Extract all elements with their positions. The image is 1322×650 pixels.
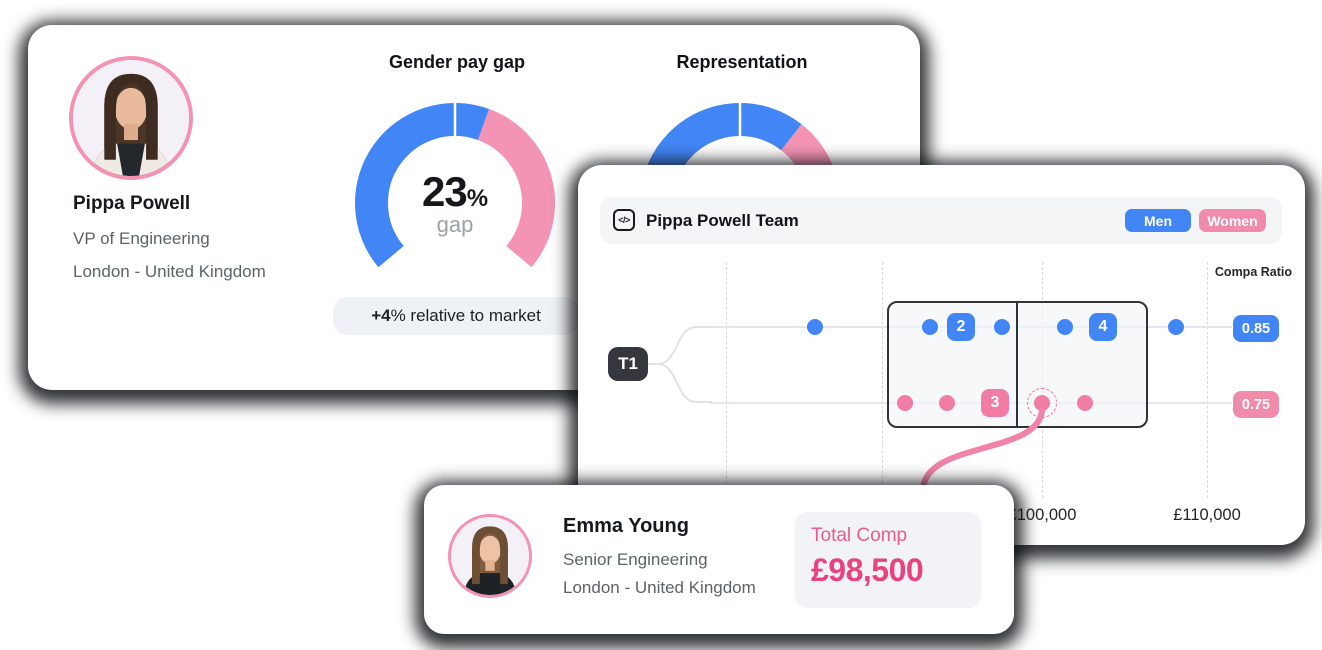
- team-card-header: </> Pippa Powell Team Men Women: [600, 197, 1282, 244]
- avatar: [448, 514, 532, 598]
- gauge-pay-gap-title: Gender pay gap: [388, 52, 526, 72]
- men-dot[interactable]: [1168, 319, 1184, 335]
- men-dot[interactable]: [1057, 319, 1073, 335]
- gauge-representation-title: Representation: [676, 52, 808, 72]
- tier-fork-connector: [648, 326, 712, 403]
- gridline-110k: [1207, 262, 1208, 498]
- pay-gap-value: 23: [421, 168, 468, 215]
- pay-gap-caption: gap: [436, 212, 474, 237]
- women-cluster-badge-3[interactable]: 3: [981, 389, 1009, 417]
- code-icon: </>: [613, 209, 635, 231]
- total-comp-value: £98,500: [811, 552, 924, 588]
- employee-name: Emma Young: [563, 515, 689, 537]
- avatar: [69, 56, 193, 180]
- gridline-80k: [726, 262, 727, 498]
- total-comp-box: Total Comp £98,500: [795, 512, 981, 608]
- market-badge-text: % relative to market: [390, 306, 541, 325]
- pay-gap-percent-sign: %: [466, 185, 489, 212]
- employee-tooltip-card: Emma Young Senior Engineering London - U…: [424, 485, 1014, 634]
- team-chart-card: </> Pippa Powell Team Men Women Compa Ra…: [578, 165, 1305, 545]
- gender-pay-gap-gauge: [355, 102, 555, 268]
- men-dot[interactable]: [807, 319, 823, 335]
- avatar-illustration: [73, 60, 189, 176]
- men-cluster-badge-2[interactable]: 2: [947, 313, 975, 341]
- x-tick-110k: £110,000: [1173, 506, 1241, 524]
- tier-badge[interactable]: T1: [608, 347, 648, 381]
- legend-women-button[interactable]: Women: [1199, 209, 1266, 232]
- market-badge-highlight: +4: [371, 306, 391, 325]
- legend-men-button[interactable]: Men: [1125, 209, 1191, 232]
- profile-location: London - United Kingdom: [73, 262, 266, 281]
- men-dot[interactable]: [922, 319, 938, 335]
- market-comparison-badge: +4% relative to market: [333, 297, 579, 335]
- avatar-illustration: [451, 517, 529, 595]
- women-dot[interactable]: [939, 395, 955, 411]
- compa-ratio-axis-label: Compa Ratio: [1214, 265, 1292, 279]
- total-comp-label: Total Comp: [811, 525, 908, 546]
- compa-ratio-badge-women: 0.75: [1233, 391, 1279, 418]
- selection-box-divider: [1016, 303, 1018, 426]
- highlight-connector-curve: [920, 407, 1045, 492]
- compa-ratio-badge-men: 0.85: [1233, 315, 1279, 342]
- profile-role: VP of Engineering: [73, 229, 210, 248]
- women-dot[interactable]: [897, 395, 913, 411]
- team-card-title: Pippa Powell Team: [646, 210, 799, 230]
- gridline-90k: [882, 262, 883, 498]
- gauge-center-text: 23% gap: [350, 168, 560, 238]
- highlighted-women-dot[interactable]: [1034, 395, 1050, 411]
- x-tick-100k: £100,000: [1007, 506, 1077, 524]
- women-dot[interactable]: [1077, 395, 1093, 411]
- men-dot[interactable]: [994, 319, 1010, 335]
- profile-name: Pippa Powell: [73, 193, 191, 214]
- men-cluster-badge-4[interactable]: 4: [1089, 313, 1117, 341]
- employee-role: Senior Engineering: [563, 550, 708, 569]
- employee-location: London - United Kingdom: [563, 578, 756, 597]
